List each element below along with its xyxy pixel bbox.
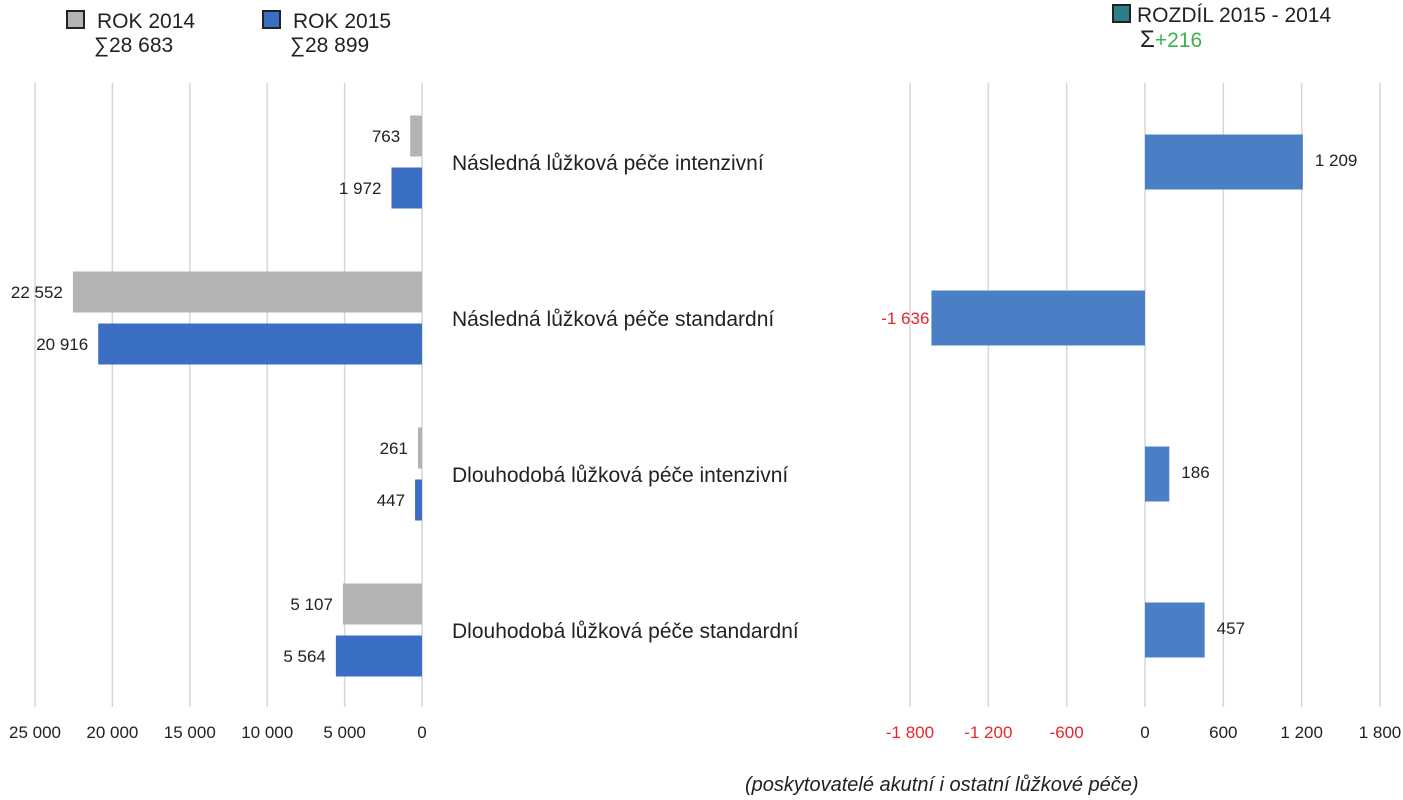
- bar-2015-label: 447: [377, 491, 405, 510]
- right-xtick-label: 600: [1209, 723, 1237, 742]
- bar-2014-label: 22 552: [11, 283, 63, 302]
- category-label: Následná lůžková péče intenzivní: [452, 152, 764, 175]
- category-label: Dlouhodobá lůžková péče intenzivní: [452, 464, 788, 487]
- chart-canvas: 25 000 20 000 15 000 10 000 5 000 0 763 22 552 2…: [9, 83, 1402, 742]
- right-xtick-label: -1 800: [886, 723, 934, 742]
- right-xtick-label: 1 800: [1359, 723, 1402, 742]
- bar-2015: [391, 167, 422, 209]
- bar-diff: [931, 290, 1145, 346]
- bar-diff-label: 1 209: [1315, 151, 1358, 170]
- bar-diff-label: 186: [1181, 463, 1209, 482]
- legend-diff-swatch: [1112, 4, 1131, 23]
- left-xtick-label: 10 000: [241, 723, 293, 742]
- left-xtick-label: 20 000: [86, 723, 138, 742]
- legend-2015-sum: ∑28 899: [290, 34, 370, 57]
- bar-2014-label: 5 107: [290, 595, 333, 614]
- legend-diff-sum-symbol: Σ: [1140, 26, 1155, 53]
- bar-diff-label: 457: [1217, 619, 1245, 638]
- bar-2014-label: 763: [372, 127, 400, 146]
- category-label: Následná lůžková péče standardní: [452, 308, 774, 331]
- right-xtick-label: -1 200: [964, 723, 1012, 742]
- bar-2014: [72, 271, 422, 313]
- legend-2015-label: ROK 2015: [293, 10, 392, 33]
- bar-2015: [335, 635, 422, 677]
- left-xtick-label: 5 000: [323, 723, 366, 742]
- bar-2015-label: 5 564: [283, 647, 326, 666]
- bar-2014: [417, 427, 422, 469]
- bar-2015: [415, 479, 422, 521]
- bar-2014-label: 261: [380, 439, 408, 458]
- bar-diff: [1145, 602, 1205, 658]
- legend-diff-label: ROZDÍL 2015 - 2014: [1137, 4, 1332, 27]
- legend-2014-label: ROK 2014: [97, 10, 196, 33]
- legend-2015-swatch: [262, 10, 281, 29]
- bar-2014: [410, 115, 422, 157]
- legend-2014-sum: ∑28 683: [94, 34, 174, 57]
- bar-diff: [1145, 134, 1303, 190]
- left-xtick-label: 0: [417, 723, 426, 742]
- legend-diff: ROZDÍL 2015 - 2014 Σ+216: [1112, 4, 1331, 53]
- category-label: Dlouhodobá lůžková péče standardní: [452, 620, 799, 643]
- bar-diff: [1145, 446, 1170, 502]
- legend-diff-sum: Σ+216: [1112, 28, 1331, 53]
- legend-2015: ROK 2015 ∑28 899: [262, 10, 391, 58]
- bar-2014: [342, 583, 422, 625]
- right-xtick-label: 0: [1140, 723, 1149, 742]
- legend-2014-swatch: [66, 10, 85, 29]
- footnote: (poskytovatelé akutní i ostatní lůžkové …: [745, 774, 1139, 796]
- left-xtick-label: 15 000: [164, 723, 216, 742]
- bar-2015-label: 1 972: [339, 179, 382, 198]
- bar-2015: [98, 323, 422, 365]
- legend-2014: ROK 2014 ∑28 683: [66, 10, 195, 58]
- right-xtick-label: 1 200: [1280, 723, 1323, 742]
- left-xtick-label: 25 000: [9, 723, 61, 742]
- bar-diff-label: -1 636: [881, 309, 929, 328]
- legend-diff-sum-value: +216: [1154, 29, 1203, 52]
- bar-2015-label: 20 916: [36, 335, 88, 354]
- right-xtick-label: -600: [1050, 723, 1084, 742]
